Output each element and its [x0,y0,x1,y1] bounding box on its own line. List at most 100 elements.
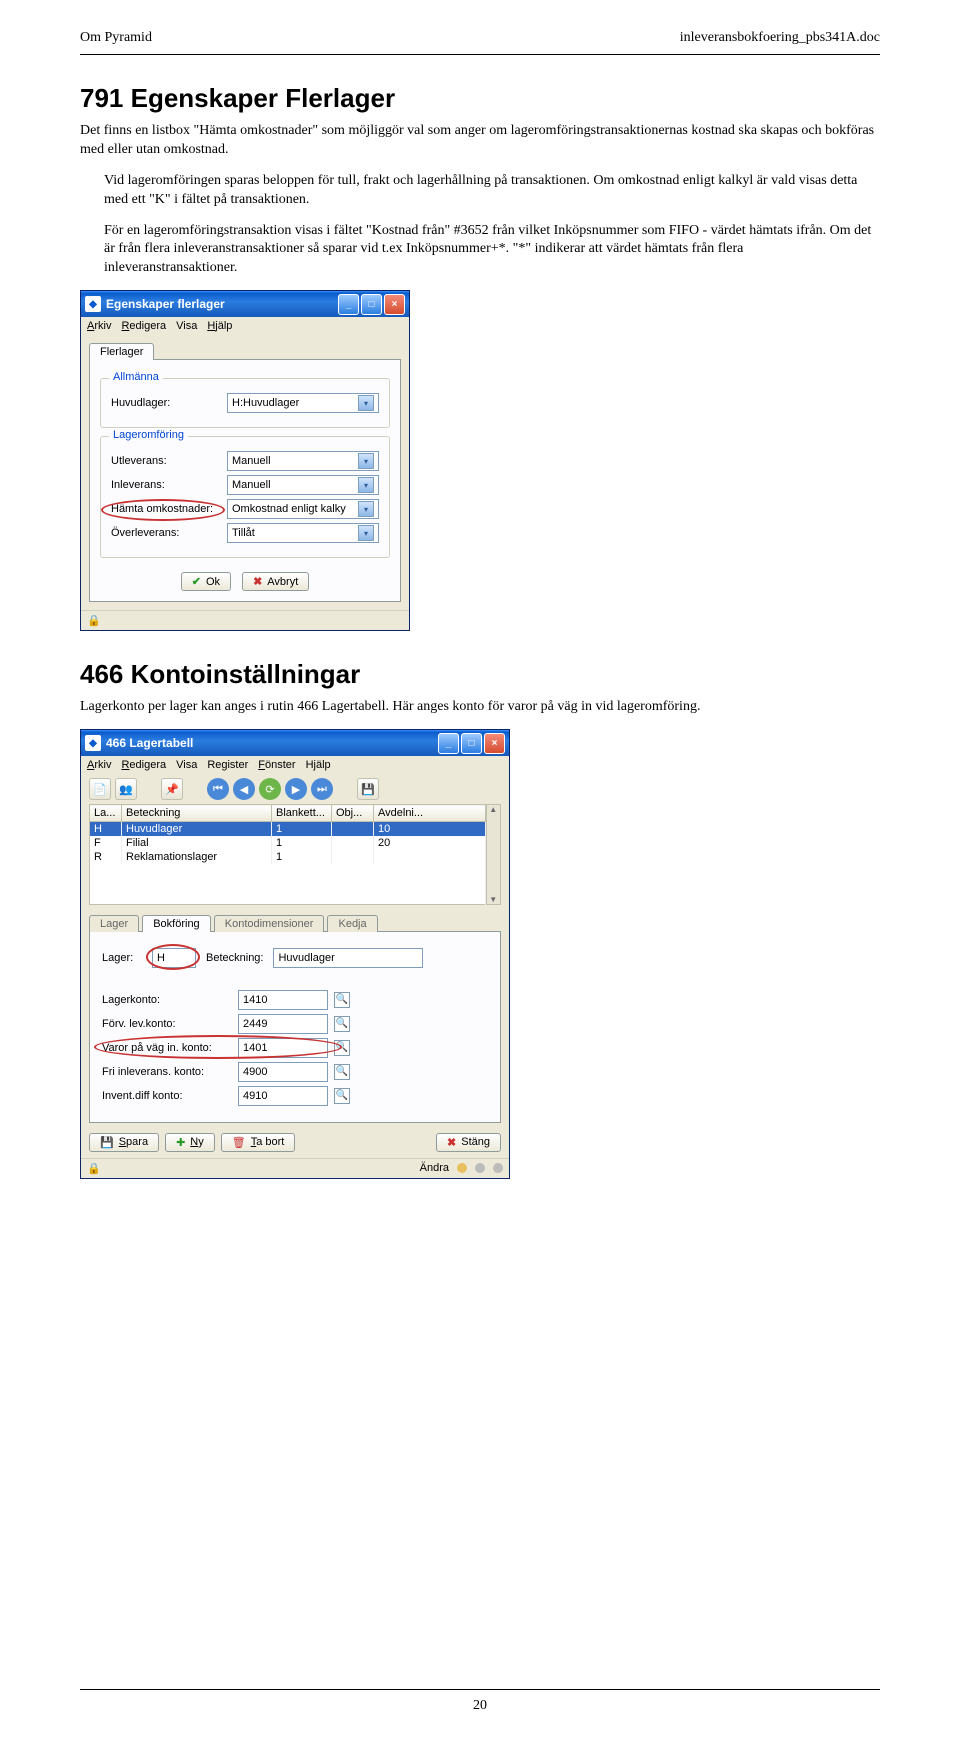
combo-hamta[interactable]: Omkostnad enligt kalky ▾ [227,499,379,519]
scroll-up-icon[interactable]: ▲ [489,805,497,814]
nav-last-icon[interactable]: ⏭ [311,778,333,800]
col-obj[interactable]: Obj... [332,805,374,822]
search-icon[interactable]: 🔍 [334,992,350,1008]
group-title-allmanna: Allmänna [109,371,163,383]
col-blankett[interactable]: Blankett... [272,805,332,822]
dialog1-buttons: ✔ Ok ✖ Avbryt [100,572,390,591]
tool-pin-icon[interactable]: 📌 [161,778,183,800]
table-row[interactable]: F Filial 1 20 [90,836,486,850]
menu-redigera[interactable]: Redigera [121,759,166,771]
input-varorpavag-value: 1401 [243,1042,267,1054]
cancel-button[interactable]: ✖ Avbryt [242,572,309,591]
tool-save-icon[interactable]: 💾 [357,778,379,800]
search-icon[interactable]: 🔍 [334,1040,350,1056]
dialog2-buttons: 💾 Spara ✚ Ny 🗑 Ta bort ✖ Stäng [81,1127,509,1158]
dialog1-wrap: ◆ Egenskaper flerlager _ □ × Arkiv Redig… [80,290,880,631]
minimize-button[interactable]: _ [338,294,359,315]
menu-hjalp[interactable]: Hjälp [207,320,232,332]
spara-button[interactable]: 💾 Spara [89,1133,159,1152]
chevron-down-icon: ▾ [358,525,374,541]
label-inleverans: Inleverans: [111,479,221,491]
combo-utleverans[interactable]: Manuell ▾ [227,451,379,471]
nav-prev-icon[interactable]: ◀ [233,778,255,800]
label-overleverans: Överleverans: [111,527,221,539]
scrollbar[interactable]: ▲ ▼ [486,804,501,905]
menu-fonster[interactable]: Fönster [258,759,295,771]
search-icon[interactable]: 🔍 [334,1064,350,1080]
input-lagerkonto[interactable]: 1410 [238,990,328,1010]
tabpanel-flerlager: Allmänna Huvudlager: H:Huvudlager ▾ Lage… [89,359,401,602]
tabs-row: Lager Bokföring Kontodimensioner Kedja L… [81,905,509,1127]
table-row[interactable]: H Huvudlager 1 10 [90,822,486,837]
tabort-button[interactable]: 🗑 Ta bort [221,1133,296,1152]
combo-huvudlager[interactable]: H:Huvudlager ▾ [227,393,379,413]
menu-hjalp[interactable]: Hjälp [306,759,331,771]
menu-visa[interactable]: Visa [176,759,197,771]
combo-inleverans[interactable]: Manuell ▾ [227,475,379,495]
tool-doc-icon[interactable]: 📄 [89,778,111,800]
tab-flerlager[interactable]: Flerlager [89,343,154,360]
check-icon: ✔ [192,575,201,588]
input-beteckning-value: Huvudlager [278,952,334,964]
delete-icon: 🗑 [232,1136,246,1149]
search-icon[interactable]: 🔍 [334,1016,350,1032]
tab-bokforing[interactable]: Bokföring [142,915,210,932]
input-lager-value: H [157,952,165,964]
maximize-button[interactable]: □ [461,733,482,754]
header-rule [80,54,880,55]
combo-overleverans[interactable]: Tillåt ▾ [227,523,379,543]
menu-arkiv[interactable]: Arkiv [87,320,111,332]
titlebar-2[interactable]: ◆ 466 Lagertabell _ □ × [81,730,509,756]
combo-overleverans-value: Tillåt [232,527,358,539]
menu-register[interactable]: Register [207,759,248,771]
col-avdelni[interactable]: Avdelni... [374,805,486,822]
input-lager[interactable]: H [152,948,196,968]
status-dot-gray1 [475,1163,485,1173]
nav-first-icon[interactable]: ⏮ [207,778,229,800]
maximize-button[interactable]: □ [361,294,382,315]
minimize-button[interactable]: _ [438,733,459,754]
col-la[interactable]: La... [90,805,122,822]
titlebar[interactable]: ◆ Egenskaper flerlager _ □ × [81,291,409,317]
ny-button[interactable]: ✚ Ny [165,1133,215,1152]
nav-next-icon[interactable]: ▶ [285,778,307,800]
close-button[interactable]: × [384,294,405,315]
combo-utleverans-value: Manuell [232,455,358,467]
nav-refresh-icon[interactable]: ⟳ [259,778,281,800]
lager-table[interactable]: La... Beteckning Blankett... Obj... Avde… [89,804,486,905]
col-beteckning[interactable]: Beteckning [122,805,272,822]
label-lager: Lager: [102,952,142,964]
tab-kedja[interactable]: Kedja [327,915,377,932]
input-inventdiff[interactable]: 4910 [238,1086,328,1106]
input-friinlev-value: 4900 [243,1066,267,1078]
group-allmanna: Allmänna Huvudlager: H:Huvudlager ▾ [100,378,390,428]
input-friinlev[interactable]: 4900 [238,1062,328,1082]
search-icon[interactable]: 🔍 [334,1088,350,1104]
tab-lager[interactable]: Lager [89,915,139,932]
new-icon: ✚ [176,1136,185,1149]
close-button[interactable]: × [484,733,505,754]
menu-visa[interactable]: Visa [176,320,197,332]
header-left: Om Pyramid [80,30,152,46]
label-hamta-text: Hämta omkostnader: [111,503,213,515]
x-icon: ✖ [253,575,262,588]
ok-button[interactable]: ✔ Ok [181,572,231,591]
stang-button[interactable]: ✖ Stäng [436,1133,501,1152]
input-beteckning[interactable]: Huvudlager [273,948,423,968]
menu-redigera[interactable]: Redigera [121,320,166,332]
tool-user-icon[interactable]: 👥 [115,778,137,800]
menu-arkiv[interactable]: Arkiv [87,759,111,771]
input-varorpavag[interactable]: 1401 [238,1038,328,1058]
label-hamta: Hämta omkostnader: [111,503,221,515]
label-lagerkonto: Lagerkonto: [102,994,232,1006]
page-header: Om Pyramid inleveransbokfoering_pbs341A.… [80,0,880,54]
label-friinlev: Fri inleverans. konto: [102,1066,232,1078]
tab-kontodimensioner[interactable]: Kontodimensioner [214,915,325,932]
table-row[interactable]: R Reklamationslager 1 [90,850,486,864]
input-forvlevkonto[interactable]: 2449 [238,1014,328,1034]
scroll-down-icon[interactable]: ▼ [489,895,497,904]
table-container: La... Beteckning Blankett... Obj... Avde… [81,804,509,905]
cell: 1 [272,850,332,864]
save-icon: 💾 [100,1136,114,1149]
status-dot-yellow [457,1163,467,1173]
